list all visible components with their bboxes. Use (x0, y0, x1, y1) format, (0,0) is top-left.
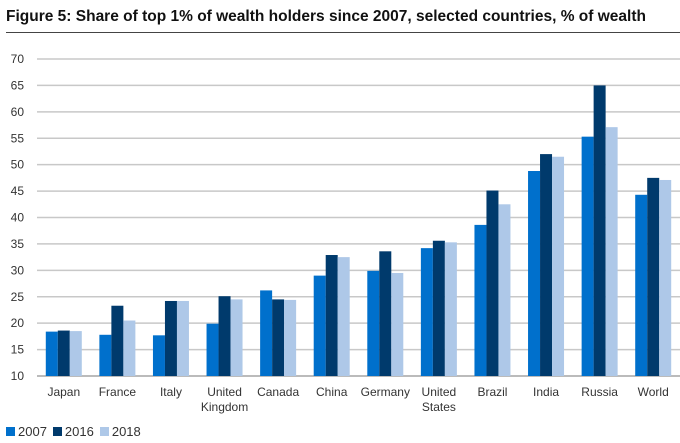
x-tick-label: Japan (47, 385, 80, 399)
bar-2018 (659, 179, 672, 376)
legend: 2007 2016 2018 (6, 424, 141, 439)
bar-2007 (635, 194, 648, 376)
y-tick-label: 65 (11, 78, 25, 92)
x-tick-label: United (422, 385, 457, 399)
bar-2007 (313, 275, 326, 376)
x-tick-label: Brazil (477, 385, 507, 399)
x-tick-label: Italy (160, 385, 182, 399)
y-tick-label: 45 (11, 184, 25, 198)
x-tick-label: World (638, 385, 669, 399)
y-tick-label: 50 (11, 158, 25, 172)
bar-2018 (123, 320, 136, 376)
x-tick-label: France (99, 385, 137, 399)
bar-2016 (540, 154, 553, 376)
x-tick-label: Kingdom (201, 400, 248, 414)
y-tick-label: 40 (11, 211, 25, 225)
x-tick-label: Germany (361, 385, 410, 399)
bar-2016 (164, 300, 177, 376)
y-tick-label: 25 (11, 290, 25, 304)
x-tick-label: Canada (257, 385, 299, 399)
bar-2018 (498, 204, 511, 376)
bar-2018 (552, 156, 565, 376)
bar-2018 (391, 272, 404, 376)
x-tick-label: Russia (581, 385, 618, 399)
bar-2016 (647, 177, 660, 376)
bar-2016 (432, 240, 445, 376)
bar-2016 (486, 190, 499, 376)
bar-2018 (230, 299, 243, 376)
bar-2007 (367, 270, 380, 376)
bar-2016 (593, 85, 606, 377)
x-tick-label: States (422, 400, 456, 414)
bar-2007 (206, 323, 219, 376)
x-tick-label: China (316, 385, 348, 399)
bar-2016 (111, 305, 124, 376)
x-tick-label: India (533, 385, 559, 399)
bar-2018 (444, 242, 457, 376)
legend-swatch (52, 427, 62, 436)
bar-2016 (218, 296, 231, 376)
legend-swatch (6, 427, 15, 436)
x-tick-label: United (207, 385, 242, 399)
y-tick-label: 10 (11, 369, 25, 383)
bar-2007 (581, 136, 594, 376)
y-tick-label: 70 (11, 52, 25, 66)
bar-2007 (528, 171, 541, 376)
y-tick-label: 55 (11, 131, 25, 145)
bar-2016 (272, 299, 285, 376)
legend-label: 2007 (18, 424, 47, 439)
title-divider (6, 32, 680, 33)
bar-2016 (57, 330, 70, 376)
y-tick-label: 20 (11, 316, 25, 330)
y-tick-label: 60 (11, 105, 25, 119)
bar-2018 (284, 299, 297, 376)
legend-swatch (99, 427, 109, 436)
y-tick-label: 15 (11, 343, 25, 357)
bar-2018 (605, 127, 618, 376)
bar-2016 (379, 251, 392, 376)
bar-2007 (474, 224, 487, 376)
y-tick-label: 30 (11, 263, 25, 277)
bar-2007 (420, 248, 433, 376)
bar-2007 (99, 334, 112, 376)
bar-2007 (45, 331, 58, 376)
bar-2018 (176, 300, 189, 376)
legend-item: 2016 (52, 424, 94, 439)
bar-2016 (325, 255, 338, 376)
bar-2007 (152, 335, 165, 376)
bar-2018 (337, 257, 350, 376)
bar-2007 (260, 290, 273, 376)
legend-label: 2016 (64, 424, 94, 439)
legend-label: 2018 (111, 424, 141, 439)
chart-title: Figure 5: Share of top 1% of wealth hold… (6, 8, 646, 25)
legend-item: 2007 (6, 424, 47, 439)
y-tick-label: 35 (11, 237, 25, 251)
bar-2018 (69, 331, 82, 376)
legend-item: 2018 (99, 424, 141, 439)
